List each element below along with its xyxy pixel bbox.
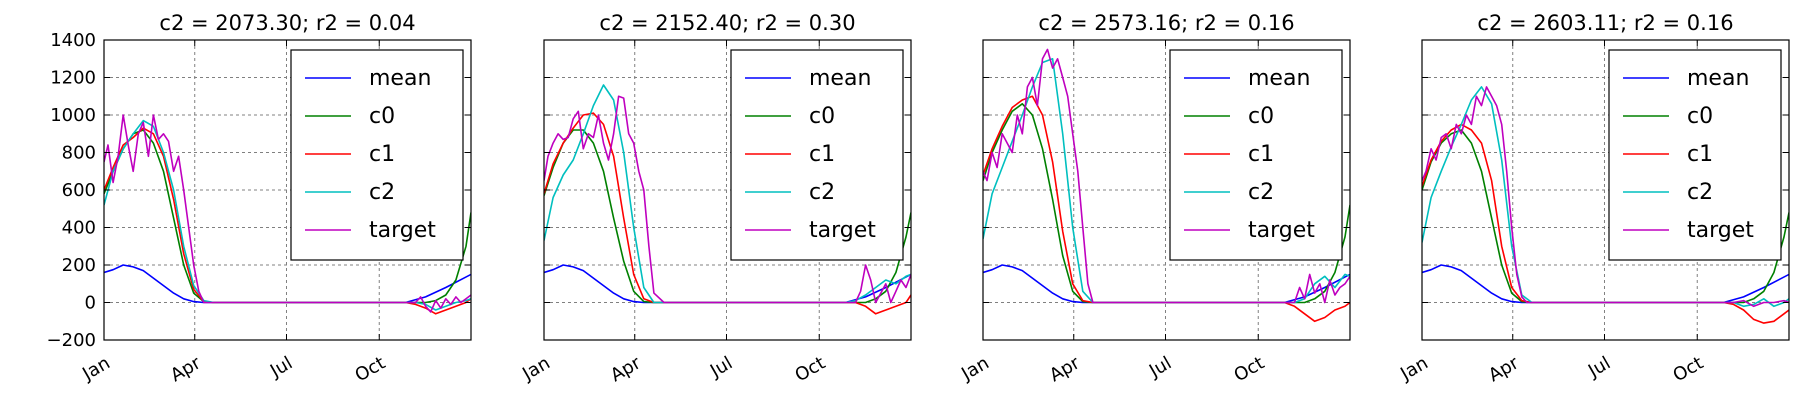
series-line-target — [983, 48, 1350, 304]
legend-label-c2: c2 — [1687, 180, 1713, 205]
series-line-c0 — [983, 103, 1350, 304]
x-tick-label: Jan — [518, 353, 553, 386]
legend-label-c1: c1 — [1687, 142, 1713, 167]
legend-label-c2: c2 — [1248, 180, 1274, 205]
x-tick-label: Jan — [957, 353, 992, 386]
x-tick-label: Jan — [78, 353, 113, 386]
x-tick-label: Apr — [167, 352, 205, 386]
legend-label-c1: c1 — [369, 142, 395, 167]
legend: mean c0 c1 c2 target — [1169, 49, 1343, 261]
series-line-c1 — [983, 95, 1350, 323]
legend-label-target: target — [369, 218, 436, 243]
x-tick-label: Oct — [1230, 353, 1267, 387]
x-tick-label: Jul — [706, 353, 736, 383]
chart-title: c2 = 2152.40; r2 = 0.30 — [599, 11, 855, 35]
legend-label-target: target — [1248, 218, 1315, 243]
series-line-mean — [104, 264, 471, 304]
y-tick-label: 800 — [62, 143, 96, 164]
chart-title: c2 = 2073.30; r2 = 0.04 — [159, 11, 415, 35]
x-tick-label: Apr — [607, 352, 645, 386]
y-tick-label: 1200 — [50, 68, 96, 89]
x-tick-label: Jul — [1145, 353, 1175, 383]
series-group — [983, 48, 1350, 323]
y-tick-label: 600 — [62, 180, 96, 201]
chart-title: c2 = 2573.16; r2 = 0.16 — [1038, 11, 1294, 35]
legend: mean c0 c1 c2 target — [290, 49, 464, 261]
x-tick-label: Apr — [1046, 352, 1084, 386]
series-line-c2 — [544, 84, 911, 304]
x-tick-label: Oct — [1669, 353, 1706, 387]
series-line-c1 — [1422, 123, 1789, 324]
y-tick-label: 200 — [62, 255, 96, 276]
x-tick-label: Oct — [351, 353, 388, 387]
series-group — [1422, 86, 1789, 324]
chart-panel-2: Jan Apr Jul Oct c2 = 2152.40; r2 = 0.30 mean c… — [518, 11, 912, 387]
y-tick-label: 0 — [85, 293, 96, 314]
series-group — [104, 114, 471, 315]
x-tick-label: Jan — [1396, 353, 1431, 386]
legend-label-c1: c1 — [1248, 142, 1274, 167]
x-tick-label: Apr — [1485, 352, 1523, 386]
legend-label-c0: c0 — [369, 104, 395, 129]
x-tick-label: Jul — [1584, 353, 1614, 383]
series-line-c1 — [544, 112, 911, 315]
legend-box — [730, 49, 904, 261]
legend-label-c1: c1 — [809, 142, 835, 167]
legend-box — [1608, 49, 1782, 261]
series-line-mean — [983, 264, 1350, 304]
legend-label-c0: c0 — [809, 104, 835, 129]
series-line-target — [544, 95, 911, 304]
series-line-mean — [544, 264, 911, 304]
y-tick-label: 1000 — [50, 105, 96, 126]
chart-panel-3: Jan Apr Jul Oct c2 = 2573.16; r2 = 0.16 mean c… — [957, 11, 1351, 387]
legend-label-c0: c0 — [1687, 104, 1713, 129]
legend-label-mean: mean — [809, 66, 871, 91]
legend: mean c0 c1 c2 target — [1608, 49, 1782, 261]
y-tick-label: 400 — [62, 218, 96, 239]
chart-panel-1: Jan Apr Jul Oct −200 0 200 400 600 800 1000 1200 140… — [47, 11, 472, 387]
series-line-mean — [1422, 264, 1789, 304]
legend-label-mean: mean — [369, 66, 431, 91]
legend-label-target: target — [1687, 218, 1754, 243]
legend-box — [1169, 49, 1343, 261]
series-line-c1 — [104, 127, 471, 315]
legend-label-c2: c2 — [369, 180, 395, 205]
chart-title: c2 = 2603.11; r2 = 0.16 — [1477, 11, 1733, 35]
legend: mean c0 c1 c2 target — [730, 49, 904, 261]
legend-label-mean: mean — [1687, 66, 1749, 91]
chart-panel-4: Jan Apr Jul Oct c2 = 2603.11; r2 = 0.16 mean c… — [1396, 11, 1790, 387]
series-group — [544, 84, 911, 315]
legend-label-c2: c2 — [809, 180, 835, 205]
series-line-target — [104, 114, 471, 313]
y-tick-label: −200 — [47, 330, 96, 351]
x-tick-label: Jul — [266, 353, 296, 383]
legend-label-c0: c0 — [1248, 104, 1274, 129]
legend-box — [290, 49, 464, 261]
legend-label-mean: mean — [1248, 66, 1310, 91]
series-line-c0 — [544, 129, 911, 304]
x-tick-label: Oct — [791, 353, 828, 387]
legend-label-target: target — [809, 218, 876, 243]
y-tick-label: 1400 — [50, 30, 96, 51]
series-line-target — [1422, 86, 1789, 308]
